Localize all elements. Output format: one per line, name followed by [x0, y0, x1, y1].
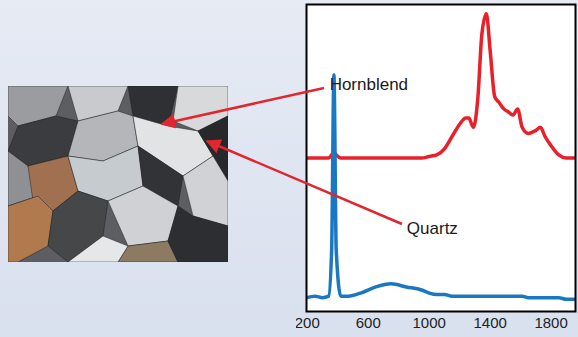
svg-text:1400: 1400: [473, 314, 506, 331]
svg-text:200: 200: [296, 314, 320, 331]
svg-text:1800: 1800: [534, 314, 567, 331]
svg-text:Quartz: Quartz: [407, 219, 458, 238]
svg-text:Hornblend: Hornblend: [330, 75, 408, 94]
svg-text:1000: 1000: [413, 314, 446, 331]
svg-text:600: 600: [356, 314, 381, 331]
